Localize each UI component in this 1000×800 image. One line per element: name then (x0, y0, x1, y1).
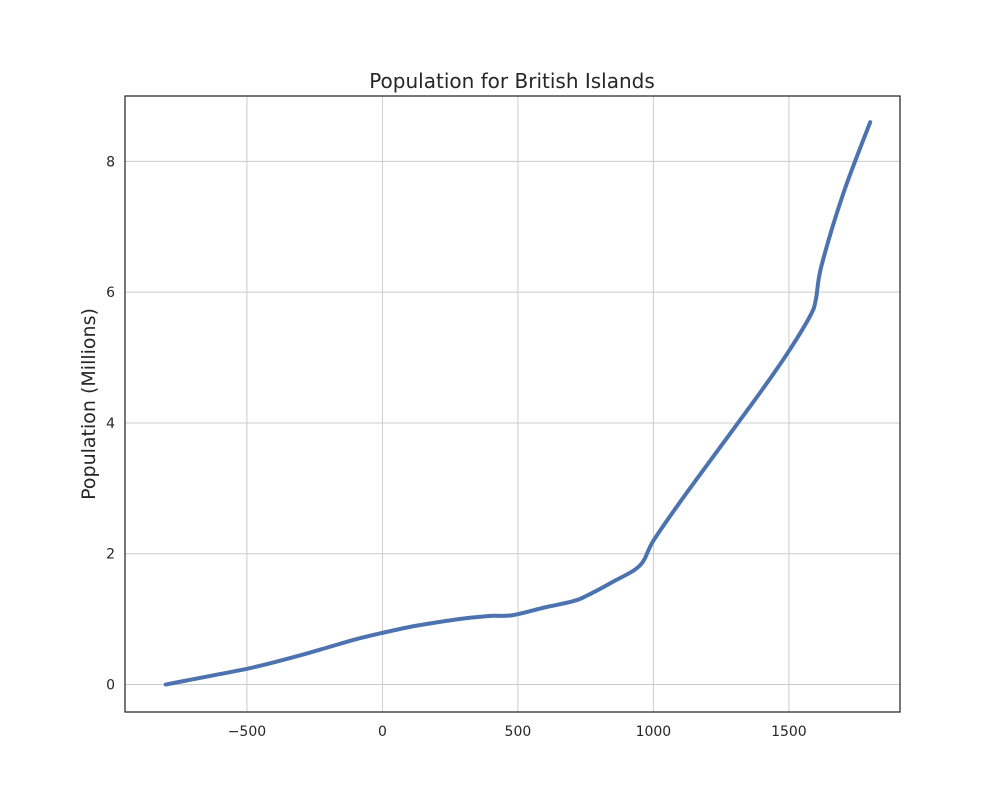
tick-labels: −500 0 500 1000 1500 0 2 4 6 8 (106, 154, 807, 740)
x-tick-label: −500 (228, 724, 266, 740)
y-tick-label: 0 (106, 678, 115, 694)
plot-frame (124, 95, 901, 713)
y-axis-label: Population (Millions) (78, 308, 100, 500)
series-line (163, 120, 873, 687)
y-tick-label: 4 (106, 416, 115, 432)
series-layer (163, 120, 873, 687)
grid-lines (125, 96, 900, 712)
chart-title: Population for British Islands (369, 69, 655, 93)
x-tick-label: 0 (378, 724, 387, 740)
x-tick-label: 500 (505, 724, 532, 740)
y-tick-label: 2 (106, 547, 115, 563)
x-tick-label: 1500 (771, 724, 807, 740)
x-tick-label: 1000 (636, 724, 672, 740)
y-tick-label: 8 (106, 154, 115, 170)
y-tick-label: 6 (106, 285, 115, 301)
